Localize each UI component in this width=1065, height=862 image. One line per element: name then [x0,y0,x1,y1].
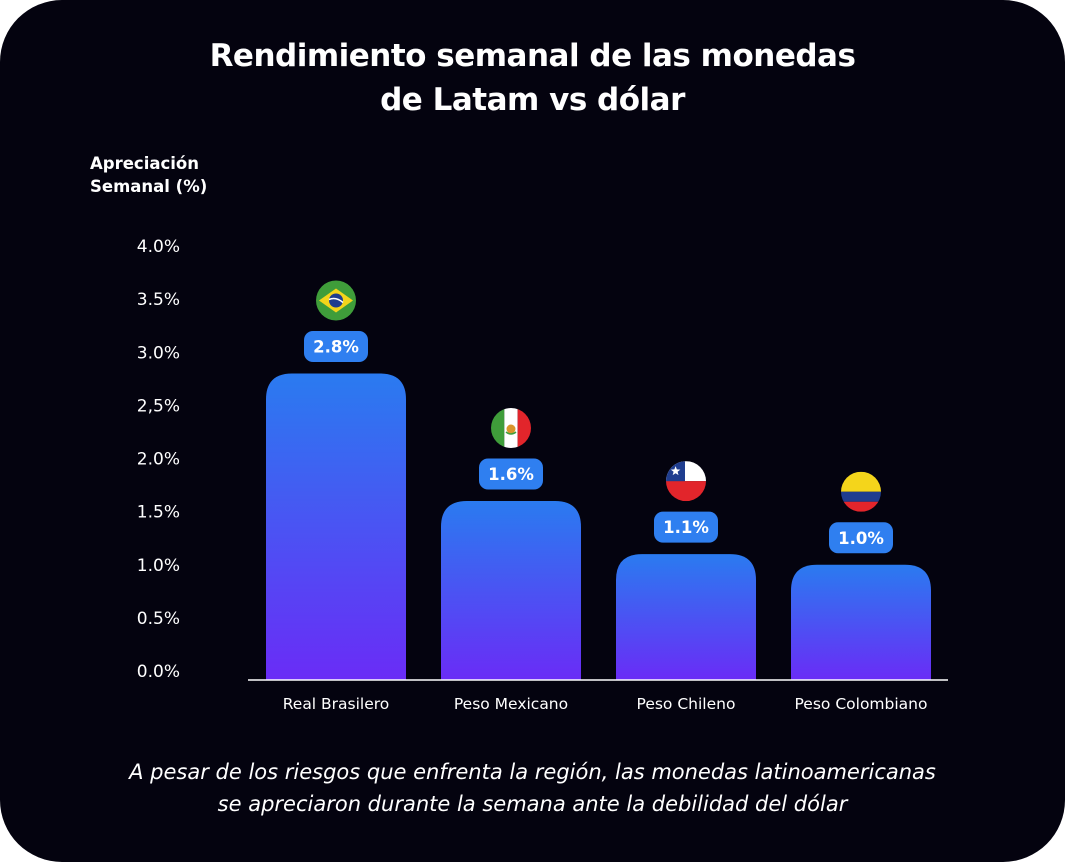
y-axis-label-line-2: Semanal (%) [90,177,208,196]
brazil-flag-icon [316,280,356,321]
x-tick-label: Peso Mexicano [454,695,568,713]
chart-caption: A pesar de los riesgos que enfrenta la r… [0,756,1065,820]
bar-0 [266,373,406,680]
y-tick-label: 3.5% [137,290,180,310]
bar-3 [791,564,931,680]
value-label-pill [654,511,718,543]
flags [316,280,881,512]
value-labels: 2.8% 1.6% 1.1% 1.0% [304,331,893,554]
value-label-pill [304,331,368,362]
y-tick-label: 0.0% [137,662,180,682]
value-label: 1.6% [488,465,534,484]
value-label-pill [479,458,543,490]
chart-title-line-2: de Latam vs dólar [380,82,685,118]
y-tick-label: 3.0% [137,343,180,363]
caption-line-1: A pesar de los riesgos que enfrenta la r… [129,760,936,784]
y-tick-label: 0.5% [137,609,180,629]
y-axis-ticks: 0.0% 0.5% 1.0% 1.5% 2.0% 2,5% 3.0% 3.5% 4.0% [137,237,180,682]
y-tick-label: 2.0% [137,450,180,470]
chart-title-line-1: Rendimiento semanal de las monedas [209,38,856,74]
x-tick-label: Real Brasilero [283,695,390,713]
y-tick-label: 4.0% [137,237,180,257]
y-axis-label-line-1: Apreciación [90,154,199,173]
bars [266,373,931,680]
x-tick-label: Peso Chileno [637,695,736,713]
caption-line-2: se apreciaron durante la semana ante la … [217,792,848,816]
x-tick-label: Peso Colombiano [795,695,928,713]
bar-chart: 0.0% 0.5% 1.0% 1.5% 2.0% 2,5% 3.0% 3.5% 4.0% Rea… [137,237,948,713]
mexico-flag-icon [491,408,531,448]
value-label: 1.0% [838,529,884,548]
value-label: 1.1% [663,518,709,537]
colombia-flag-icon [841,471,881,512]
y-tick-label: 1.0% [137,556,180,576]
y-tick-label: 2,5% [137,396,180,416]
value-label: 2.8% [313,338,359,357]
chart-title: Rendimiento semanal de las monedas de La… [0,34,1065,122]
bar-2 [616,554,756,680]
chile-flag-icon [666,461,706,502]
value-label-pill [829,522,893,554]
y-axis-label: Apreciación Semanal (%) [90,152,207,198]
x-axis-labels: Real Brasilero Peso Mexicano Peso Chileno P… [283,695,928,713]
bar-1 [441,501,581,680]
y-tick-label: 1.5% [137,503,180,523]
